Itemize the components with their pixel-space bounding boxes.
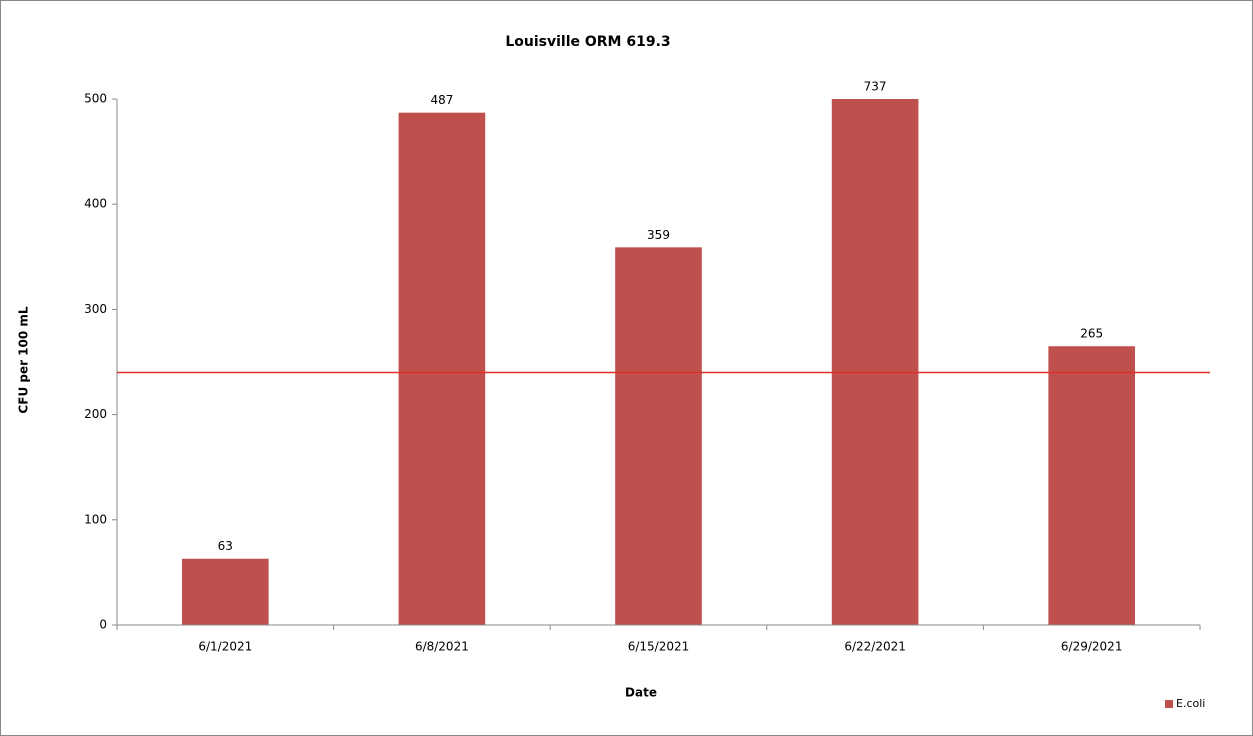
y-tick-label: 300 (84, 302, 107, 316)
y-tick-label: 100 (84, 512, 107, 526)
bar (181, 558, 269, 625)
chart-title: Louisville ORM 619.3 (505, 34, 670, 50)
x-tick-label: 6/22/2021 (844, 640, 906, 654)
bar (615, 247, 702, 625)
data-label: 487 (430, 93, 453, 107)
y-tick-label: 200 (84, 407, 107, 421)
plot-area (181, 99, 1136, 625)
x-tick-label: 6/8/2021 (415, 640, 469, 654)
bar (398, 112, 486, 625)
x-axis-label: Date (625, 686, 657, 700)
y-tick-label: 500 (84, 92, 107, 106)
data-label: 737 (864, 80, 887, 94)
data-label: 359 (647, 228, 670, 242)
y-tick-label: 400 (84, 197, 107, 211)
bar (831, 99, 919, 625)
x-tick-label: 6/29/2021 (1061, 640, 1123, 654)
y-axis-label: CFU per 100 mL (17, 306, 31, 413)
bar (1048, 346, 1136, 625)
data-label: 63 (218, 539, 233, 553)
x-tick-label: 6/1/2021 (198, 640, 252, 654)
data-label: 265 (1080, 327, 1103, 341)
legend-swatch (1165, 700, 1173, 708)
y-tick-label: 0 (99, 618, 107, 632)
legend-label: E.coli (1176, 697, 1205, 710)
x-tick-label: 6/15/2021 (628, 640, 690, 654)
